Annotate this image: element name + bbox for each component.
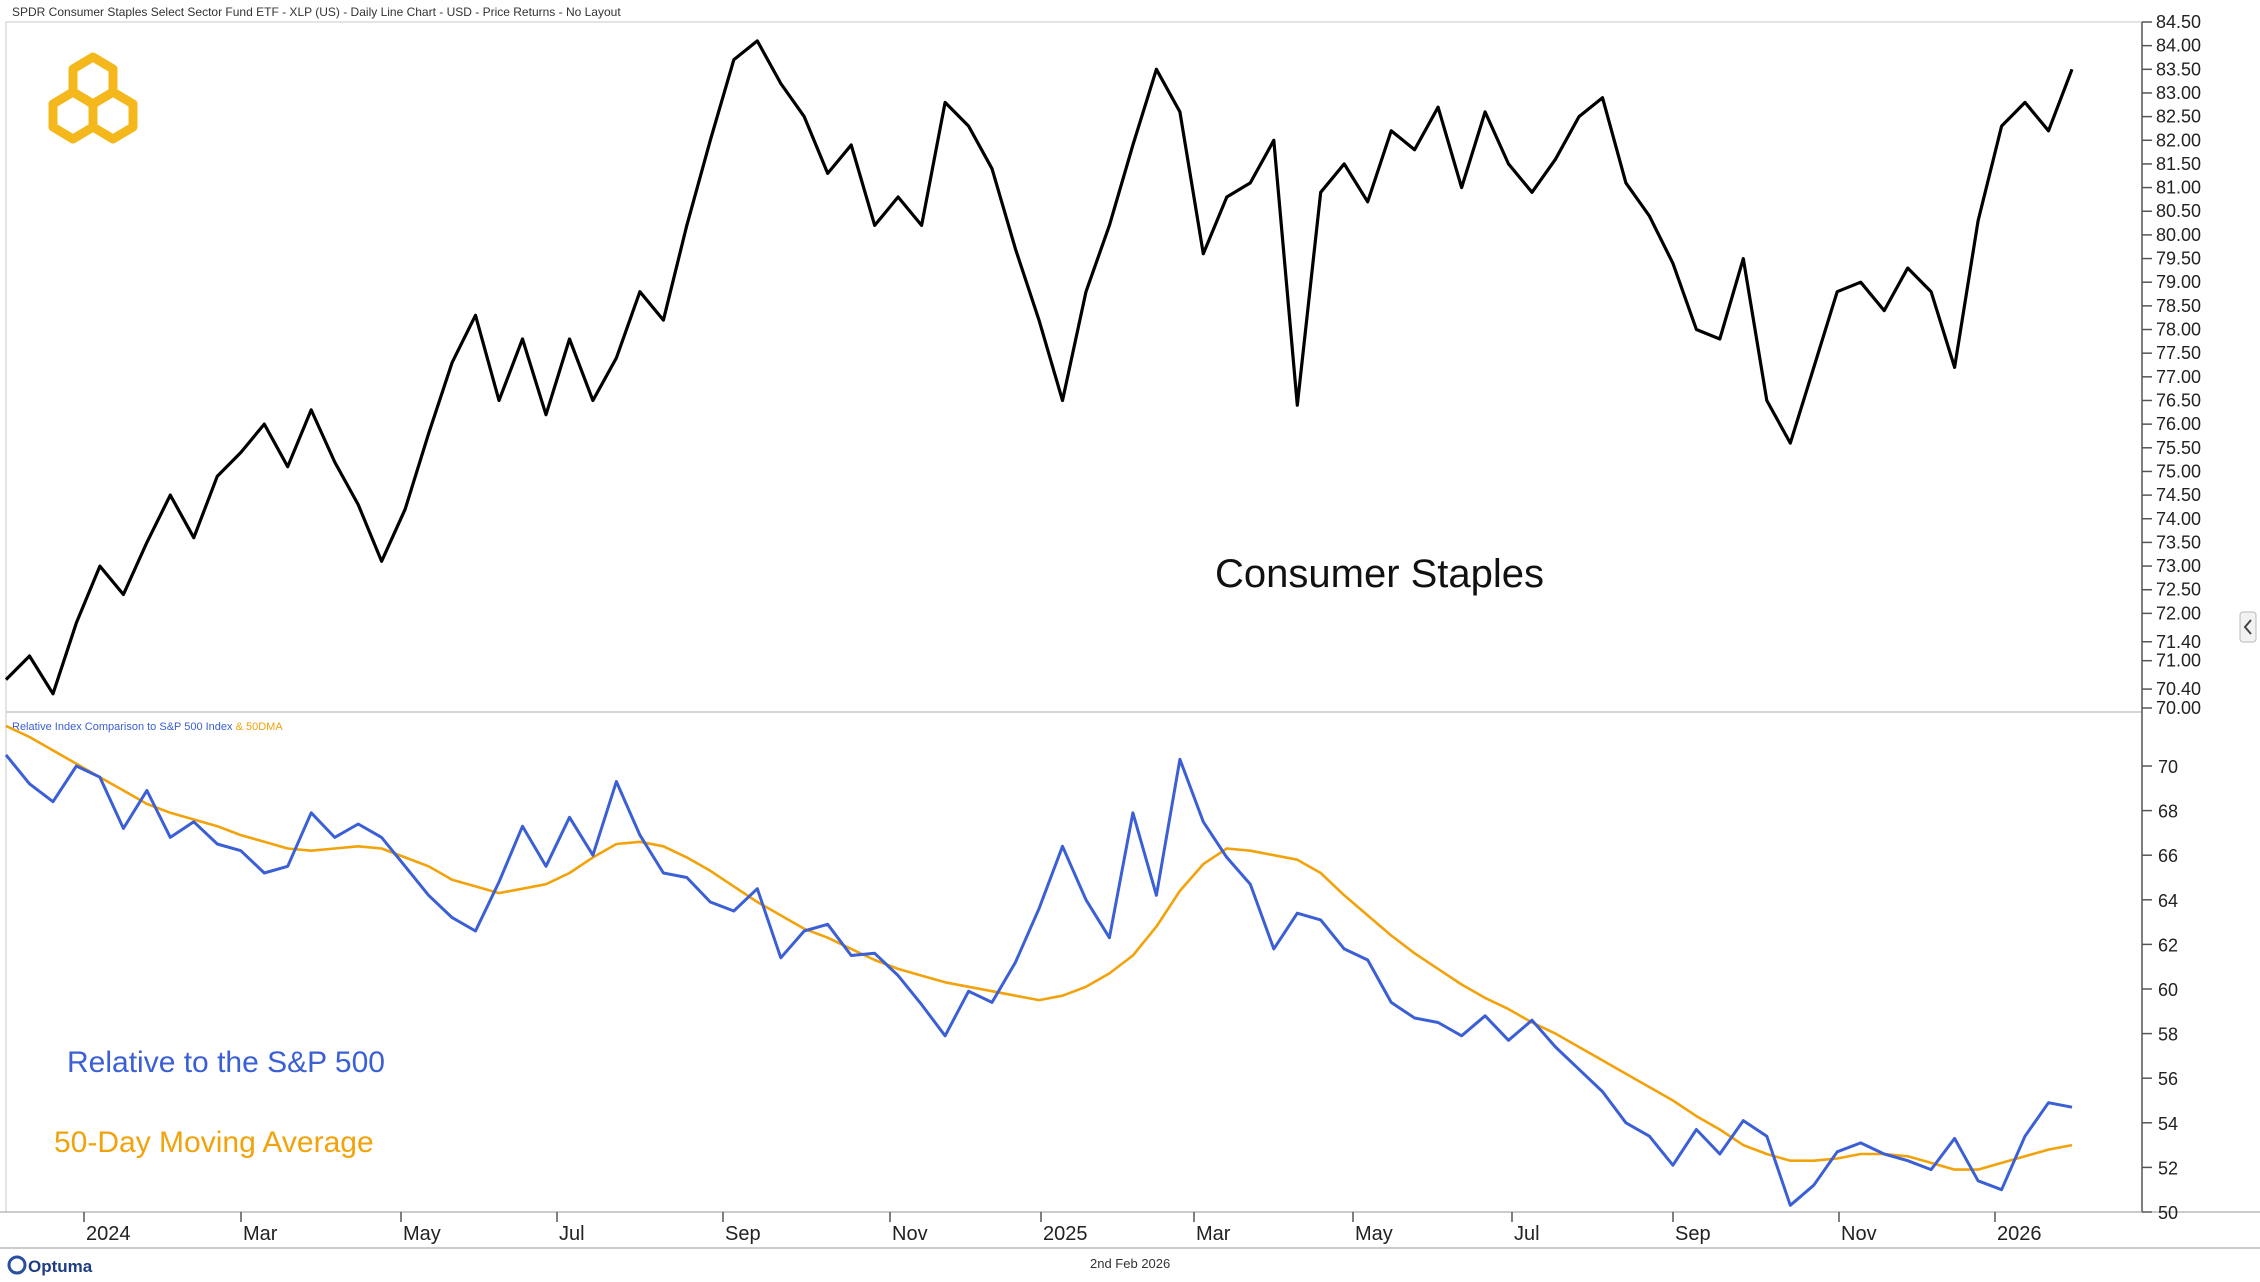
moving-average-series-line	[5, 724, 2073, 1171]
relative-y-tick-label: 62	[2158, 935, 2178, 955]
relative-y-tick-label: 54	[2158, 1114, 2178, 1134]
optuma-brand: Optuma	[7, 1255, 93, 1276]
x-tick-label: Mar	[243, 1223, 278, 1245]
relative-legend: Relative Index Comparison to S&P 500 Ind…	[12, 721, 283, 733]
x-axis-ticks: 2024 Mar May Jul Sep Nov 2025 Mar May Jul Sep Nov 20…	[83, 1212, 2042, 1245]
x-tick-label: Mar	[1196, 1223, 1231, 1245]
price-y-tick-label: 71.00	[2156, 651, 2201, 671]
x-tick-label: May	[403, 1223, 441, 1245]
x-tick-label: Sep	[725, 1223, 761, 1245]
price-y-tick-label: 70.40	[2156, 679, 2201, 699]
price-y-tick-label: 75.00	[2156, 461, 2201, 481]
price-y-tick-label: 72.50	[2156, 580, 2201, 600]
relative-y-tick-label: 64	[2158, 891, 2178, 911]
price-y-tick-label: 77.00	[2156, 367, 2201, 387]
price-y-tick-label: 74.00	[2156, 509, 2201, 529]
price-y-tick-label: 80.00	[2156, 225, 2201, 245]
relative-y-tick-label: 50	[2158, 1203, 2178, 1223]
relative-y-tick-label: 52	[2158, 1158, 2178, 1178]
hexagon-logo-icon	[48, 52, 138, 144]
price-y-tick-label: 70.00	[2156, 698, 2201, 718]
relative-y-tick-label: 56	[2158, 1069, 2178, 1089]
relative-y-tick-label: 66	[2158, 846, 2178, 866]
footer-date: 2nd Feb 2026	[1090, 1256, 1170, 1271]
price-y-tick-label: 72.00	[2156, 603, 2201, 623]
x-tick-label: 2024	[86, 1223, 131, 1245]
price-y-tick-label: 73.50	[2156, 532, 2201, 552]
chevron-left-icon[interactable]	[2239, 611, 2257, 643]
x-tick-label: Nov	[892, 1223, 928, 1245]
price-y-tick-label: 78.50	[2156, 296, 2201, 316]
price-y-tick-label: 84.00	[2156, 36, 2201, 56]
price-y-tick-label: 82.50	[2156, 107, 2201, 127]
relative-y-tick-label: 68	[2158, 802, 2178, 822]
relative-label: Relative to the S&P 500	[67, 1046, 385, 1079]
price-y-tick-label: 75.50	[2156, 438, 2201, 458]
price-y-tick-label: 83.00	[2156, 83, 2201, 103]
x-tick-label: Jul	[1514, 1223, 1540, 1245]
chart-header-title: SPDR Consumer Staples Select Sector Fund…	[12, 5, 621, 19]
price-y-tick-label: 73.00	[2156, 556, 2201, 576]
price-y-tick-label: 84.50	[2156, 12, 2201, 32]
price-y-tick-label: 79.50	[2156, 249, 2201, 269]
consumer-staples-label: Consumer Staples	[1215, 552, 1544, 596]
x-tick-label: Sep	[1675, 1223, 1711, 1245]
ma-legend-text: & 50DMA	[233, 721, 284, 733]
price-y-tick-label: 79.00	[2156, 272, 2201, 292]
price-y-tick-label: 77.50	[2156, 343, 2201, 363]
price-y-tick-label: 80.50	[2156, 201, 2201, 221]
price-y-tick-label: 76.50	[2156, 390, 2201, 410]
relative-series-line	[4, 753, 2073, 1207]
relative-y-tick-label: 60	[2158, 980, 2178, 1000]
price-y-tick-label: 83.50	[2156, 59, 2201, 79]
x-tick-label: May	[1355, 1223, 1393, 1245]
x-tick-label: Jul	[559, 1223, 585, 1245]
relative-y-tick-label: 70	[2158, 757, 2178, 777]
price-y-tick-label: 82.00	[2156, 130, 2201, 150]
price-y-tick-label: 71.40	[2156, 632, 2201, 652]
x-tick-label: Nov	[1841, 1223, 1877, 1245]
brand-text: Optuma	[28, 1257, 93, 1276]
price-y-tick-label: 74.50	[2156, 485, 2201, 505]
price-y-tick-label: 81.50	[2156, 154, 2201, 174]
relative-y-tick-label: 58	[2158, 1025, 2178, 1045]
price-series-line	[4, 39, 2074, 696]
price-y-tick-label: 76.00	[2156, 414, 2201, 434]
moving-average-label: 50-Day Moving Average	[54, 1126, 374, 1159]
price-y-tick-label: 81.00	[2156, 178, 2201, 198]
relative-y-ticks: 50 52 54 56 58 60 62 64 66 68 70	[2142, 757, 2178, 1223]
x-tick-label: 2026	[1997, 1223, 2042, 1245]
x-tick-label: 2025	[1043, 1223, 1088, 1245]
relative-legend-text: Relative Index Comparison to S&P 500 Ind…	[12, 721, 233, 733]
price-y-tick-label: 78.00	[2156, 320, 2201, 340]
